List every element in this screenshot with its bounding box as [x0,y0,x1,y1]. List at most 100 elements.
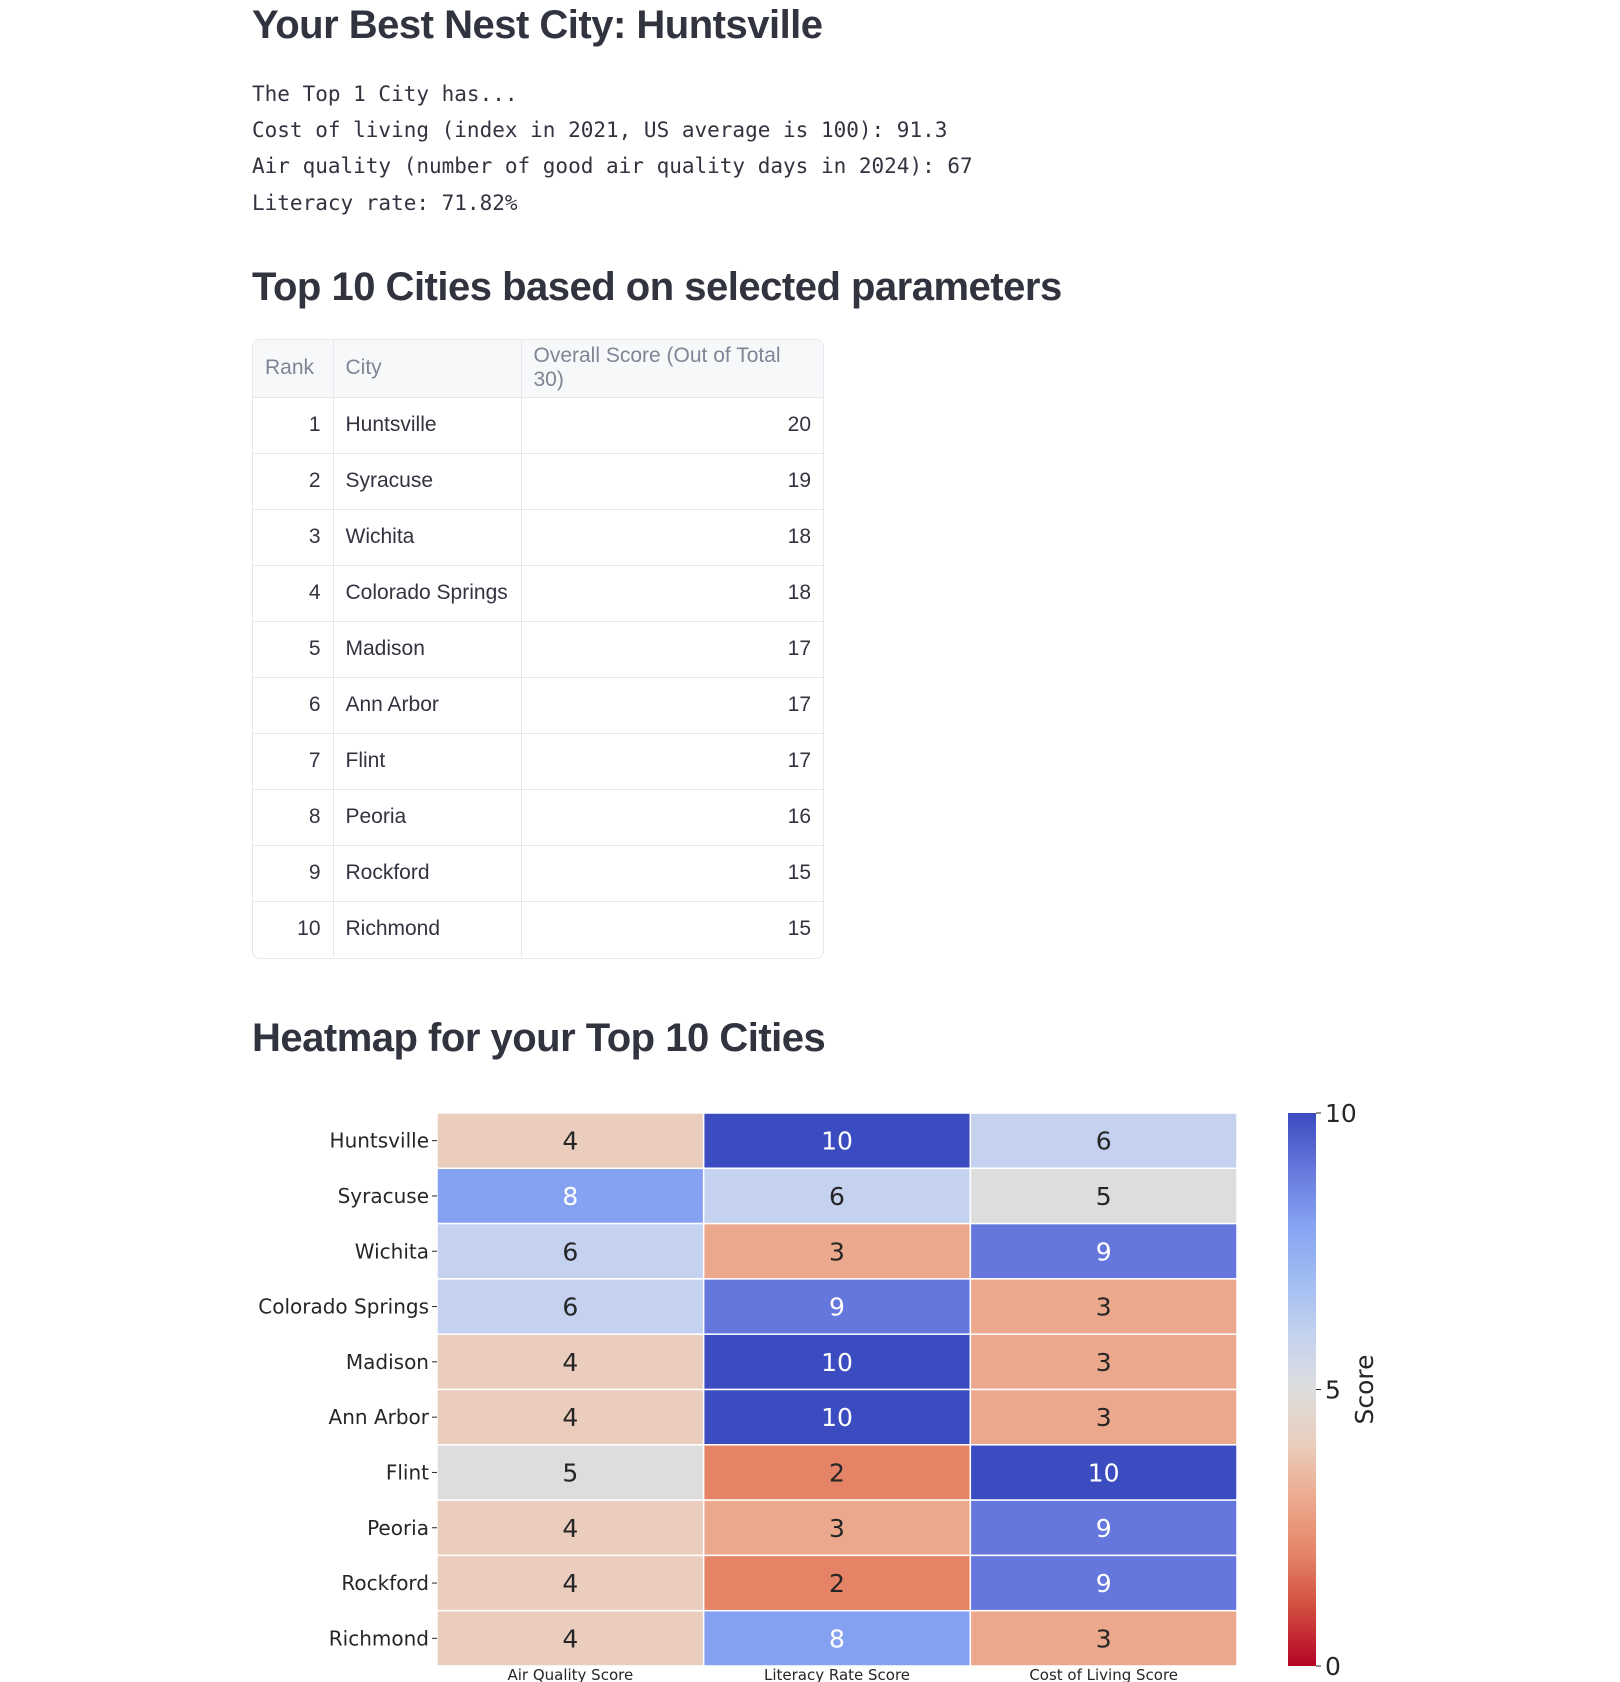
cell-city[interactable]: Ann Arbor [333,677,522,734]
heatmap-cell [702,1444,972,1501]
y-tick-label: Rockford [341,1571,429,1595]
heatmap-cell [969,1609,1238,1667]
table-row[interactable]: 2 Syracuse 19 [253,453,823,510]
table-header-row: Rank City Overall Score (Out of Total 30… [253,340,823,398]
cell-city[interactable]: Richmond [333,901,522,957]
cell-rank[interactable]: 8 [253,789,334,846]
heatmap-cell [702,1222,972,1280]
heatmap-cell [436,1388,705,1446]
cell-city[interactable]: Syracuse [333,453,522,510]
cell-score[interactable]: 17 [521,621,823,678]
colorbar-label: Score [1350,1354,1379,1424]
y-tick-label: Colorado Springs [258,1295,429,1319]
heatmap-cell [702,1609,972,1667]
heatmap-cell [702,1278,972,1335]
cell-score[interactable]: 18 [521,565,823,622]
heatmap-section-title: Heatmap for your Top 10 Cities [252,1016,826,1060]
heatmap-cell-label: 4 [562,1348,578,1377]
x-tick-label: Literacy Rate Score [764,1666,910,1682]
table-row[interactable]: 6 Ann Arbor 17 [253,677,823,734]
column-header-score[interactable]: Overall Score (Out of Total 30) [521,340,823,398]
table-row[interactable]: 8 Peoria 16 [253,789,823,846]
cell-score[interactable]: 16 [521,789,823,846]
heatmap-cell-label: 8 [562,1182,578,1211]
table-row[interactable]: 10 Richmond 15 [253,901,823,957]
cell-rank[interactable]: 2 [253,453,334,510]
cell-score[interactable]: 15 [521,845,823,902]
cell-city[interactable]: Rockford [333,845,522,902]
cell-rank[interactable]: 1 [253,397,334,454]
cell-city[interactable]: Peoria [333,789,522,846]
heatmap-cell-label: 10 [1088,1458,1120,1487]
cell-rank[interactable]: 5 [253,621,334,678]
heatmap-cell-label: 6 [562,1293,578,1322]
column-header-rank[interactable]: Rank [253,340,334,398]
column-header-city[interactable]: City [333,340,522,398]
heatmap-cell [969,1499,1238,1557]
y-tick-label: Flint [386,1460,429,1484]
heatmap-cell-label: 3 [1096,1624,1112,1653]
cell-score[interactable]: 17 [521,733,823,790]
heatmap-cell-label: 6 [1096,1127,1112,1156]
table-row[interactable]: 7 Flint 17 [253,733,823,790]
heatmap-cell-label: 2 [829,1458,845,1487]
heatmap-cell [969,1112,1238,1170]
cell-rank[interactable]: 6 [253,677,334,734]
heatmap-cell [436,1609,705,1667]
y-tick-label: Syracuse [338,1184,429,1208]
x-tick-label: Cost of Living Score [1029,1666,1178,1682]
top-cities-table[interactable]: Rank City Overall Score (Out of Total 30… [252,339,824,959]
summary-line: The Top 1 City has... [252,82,518,106]
cell-rank[interactable]: 9 [253,845,334,902]
heatmap-cell [969,1444,1238,1501]
heatmap-cell-label: 4 [562,1403,578,1432]
heatmap-cell-label: 9 [1096,1514,1112,1543]
heatmap-cell [436,1554,705,1612]
summary-line: Air quality (number of good air quality … [252,154,973,179]
heatmap-cell [702,1167,972,1225]
table-section-title: Top 10 Cities based on selected paramete… [252,265,1062,309]
heatmap-cell [969,1388,1238,1446]
heatmap-cell-label: 5 [1096,1182,1112,1211]
heatmap-cell [969,1333,1238,1391]
heatmap-cell [436,1499,705,1557]
table-row[interactable]: 4 Colorado Springs 18 [253,565,823,622]
best-city-title: Your Best Nest City: Huntsville [252,3,823,47]
colorbar [1288,1113,1316,1666]
cell-city[interactable]: Colorado Springs [333,565,522,622]
y-tick-label: Huntsville [330,1129,429,1153]
summary-line: Cost of living (index in 2021, US averag… [252,118,948,143]
colorbar-tick-label: 5 [1325,1376,1341,1405]
cell-rank[interactable]: 7 [253,733,334,790]
table-row[interactable]: 1 Huntsville 20 [253,397,823,454]
cell-score[interactable]: 17 [521,677,823,734]
cell-city[interactable]: Madison [333,621,522,678]
heatmap-cell [702,1333,972,1391]
cell-rank[interactable]: 10 [253,901,334,957]
heatmap-cell-label: 4 [562,1127,578,1156]
y-tick-label: Madison [346,1350,429,1374]
y-tick-label: Richmond [329,1626,429,1650]
heatmap-cell [436,1222,705,1280]
table-row[interactable]: 3 Wichita 18 [253,509,823,566]
cell-city[interactable]: Huntsville [333,397,522,454]
cell-rank[interactable]: 4 [253,565,334,622]
cell-score[interactable]: 15 [787,917,811,941]
table-row[interactable]: 9 Rockford 15 [253,845,823,902]
table-row[interactable]: 5 Madison 17 [253,621,823,678]
top-city-summary: The Top 1 City has... Cost of living (ind… [252,76,973,221]
cell-city[interactable]: Flint [333,733,522,790]
heatmap-cell [969,1278,1238,1335]
summary-line: Literacy rate: 71.82% [252,190,518,215]
heatmap-cell [702,1499,972,1557]
heatmap-cell-label: 10 [821,1127,853,1156]
heatmap-cell-label: 10 [821,1348,853,1377]
cell-score[interactable]: 20 [521,397,823,454]
heatmap-cell-label: 4 [562,1624,578,1653]
cell-city[interactable]: Wichita [333,509,522,566]
heatmap-cell [702,1112,972,1170]
cell-score[interactable]: 19 [521,453,823,510]
heatmap-cell [436,1278,705,1335]
cell-rank[interactable]: 3 [253,509,334,566]
cell-score[interactable]: 18 [521,509,823,566]
